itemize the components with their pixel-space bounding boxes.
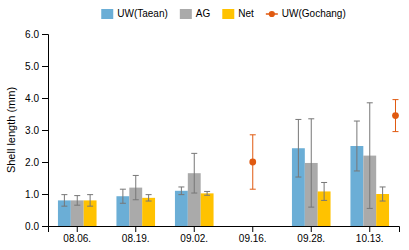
- x-tick-mark: [135, 226, 136, 232]
- error-bar: [191, 153, 197, 193]
- x-tick-mark: [311, 226, 312, 232]
- y-tick-label: 3.0: [25, 125, 39, 136]
- legend-label: UW(Gochang): [282, 8, 346, 19]
- y-tick: 3.0: [25, 125, 48, 136]
- bar-series: [58, 119, 363, 226]
- x-tick: 10.13.: [356, 226, 384, 244]
- y-tick-label: 1.0: [25, 189, 39, 200]
- point: [392, 112, 399, 119]
- y-tick: 2.0: [25, 157, 48, 168]
- bar: [142, 198, 155, 226]
- x-tick-mark: [252, 226, 253, 232]
- x-tick-label: 10.13.: [356, 233, 384, 244]
- y-tick: 4.0: [25, 93, 48, 104]
- error-bar: [146, 195, 152, 201]
- y-axis-title: Shell length (mm): [5, 87, 17, 173]
- x-tick-mark: [194, 226, 195, 232]
- y-tick-mark: [42, 130, 48, 131]
- x-tick: 09.02.: [180, 226, 208, 244]
- legend-item: UW(Taean): [101, 8, 168, 19]
- x-tick-label: 08.19.: [122, 233, 150, 244]
- y-axis-line: [42, 35, 49, 227]
- legend-swatch: [180, 9, 192, 19]
- y-tick: 0.0: [25, 221, 48, 232]
- y-tick: 5.0: [25, 61, 48, 72]
- error-bar: [250, 135, 256, 189]
- y-tick-mark: [42, 226, 48, 227]
- legend-item: AG: [180, 8, 211, 19]
- y-tick: 6.0: [25, 29, 48, 40]
- y-tick-mark: [42, 66, 48, 67]
- error-bar: [204, 191, 210, 195]
- y-tick-mark: [42, 162, 48, 163]
- error-bar: [392, 100, 398, 132]
- error-bar: [295, 119, 301, 177]
- error-bar: [321, 182, 327, 200]
- x-tick: 09.28.: [297, 226, 325, 244]
- point: [249, 159, 256, 166]
- error-bar: [133, 175, 139, 199]
- x-tick-mark: [369, 226, 370, 232]
- legend: UW(Taean) AG Net UW(Gochang): [101, 8, 346, 19]
- point-series: [249, 100, 399, 190]
- marks: [58, 100, 399, 226]
- x-tick-label: 09.16.: [239, 233, 267, 244]
- error-bar: [74, 196, 80, 206]
- y-tick-mark: [42, 34, 48, 35]
- legend-label: AG: [196, 8, 211, 19]
- chart: 0.01.02.03.04.05.06.008.06.08.19.09.02.0…: [0, 0, 409, 250]
- x-tick-label: 09.02.: [180, 233, 208, 244]
- legend-item: Net: [222, 8, 254, 19]
- legend-swatch: [101, 9, 113, 19]
- x-tick: 08.06.: [63, 226, 91, 244]
- y-tick-label: 5.0: [25, 61, 39, 72]
- x-axis: 08.06. 08.19. 09.02. 09.16. 09.28. 10.13.: [49, 226, 400, 244]
- error-bar: [178, 187, 184, 195]
- error-bar: [61, 195, 67, 207]
- x-tick: 09.16.: [239, 226, 267, 244]
- y-tick-mark: [42, 98, 48, 99]
- legend-swatch: [222, 9, 234, 19]
- bar-series: [71, 103, 376, 226]
- legend-label: Net: [238, 8, 254, 19]
- bar: [201, 193, 214, 226]
- y-tick-label: 0.0: [25, 221, 39, 232]
- error-bar: [87, 195, 93, 207]
- x-tick-label: 08.06.: [63, 233, 91, 244]
- legend-label: UW(Taean): [117, 8, 168, 19]
- x-tick-mark: [77, 226, 78, 232]
- x-tick-label: 09.28.: [297, 233, 325, 244]
- y-tick: 1.0: [25, 189, 48, 200]
- error-bar: [380, 187, 386, 201]
- y-tick-label: 2.0: [25, 157, 39, 168]
- legend-item: UW(Gochang): [266, 8, 346, 19]
- y-tick-label: 6.0: [25, 29, 39, 40]
- legend-marker: [269, 11, 275, 17]
- error-bar: [308, 119, 314, 207]
- y-tick-mark: [42, 194, 48, 195]
- y-axis: 0.0 1.0 2.0 3.0 4.0 5.0 6.0: [25, 29, 48, 232]
- error-bar: [367, 103, 373, 209]
- error-bar: [354, 121, 360, 171]
- plot: 0.01.02.03.04.05.06.008.06.08.19.09.02.0…: [25, 29, 399, 244]
- y-tick-label: 4.0: [25, 93, 39, 104]
- bar-series: [84, 182, 389, 226]
- error-bar: [120, 189, 126, 203]
- x-axis-line: [49, 227, 400, 233]
- x-tick: 08.19.: [122, 226, 150, 244]
- bar: [175, 191, 188, 226]
